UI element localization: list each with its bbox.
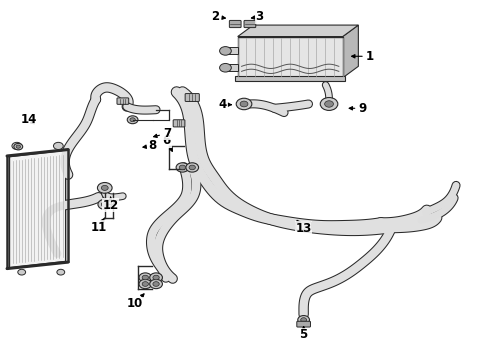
Circle shape: [153, 282, 159, 286]
Polygon shape: [225, 47, 238, 54]
Circle shape: [325, 101, 333, 107]
Text: 11: 11: [90, 218, 106, 234]
Circle shape: [301, 318, 307, 322]
Text: 10: 10: [127, 294, 144, 310]
Circle shape: [153, 275, 159, 280]
FancyBboxPatch shape: [185, 94, 199, 102]
Text: 8: 8: [143, 139, 156, 152]
Polygon shape: [235, 76, 345, 81]
Circle shape: [130, 118, 135, 122]
Polygon shape: [343, 25, 358, 78]
Polygon shape: [225, 64, 238, 71]
Circle shape: [139, 273, 152, 282]
FancyBboxPatch shape: [117, 98, 129, 104]
Text: 1: 1: [352, 50, 374, 63]
Circle shape: [57, 269, 65, 275]
Circle shape: [150, 273, 162, 282]
Circle shape: [320, 98, 338, 111]
Circle shape: [236, 98, 252, 110]
Text: 14: 14: [21, 113, 37, 126]
Circle shape: [179, 165, 186, 170]
Circle shape: [101, 202, 108, 207]
Text: 2: 2: [212, 10, 225, 23]
Circle shape: [142, 275, 148, 280]
Polygon shape: [9, 150, 66, 268]
Circle shape: [139, 279, 152, 289]
Circle shape: [18, 269, 25, 275]
Circle shape: [176, 163, 189, 172]
Circle shape: [53, 142, 63, 149]
Text: 3: 3: [251, 10, 264, 23]
Circle shape: [16, 145, 21, 148]
Text: 6: 6: [163, 134, 172, 151]
FancyBboxPatch shape: [173, 120, 185, 127]
FancyBboxPatch shape: [229, 21, 241, 28]
Circle shape: [240, 101, 248, 107]
FancyBboxPatch shape: [296, 222, 312, 230]
Text: 9: 9: [349, 102, 367, 115]
Circle shape: [127, 116, 138, 124]
Circle shape: [150, 279, 162, 289]
Circle shape: [220, 63, 231, 72]
Polygon shape: [238, 25, 358, 37]
Circle shape: [14, 143, 23, 150]
FancyBboxPatch shape: [297, 321, 311, 327]
Circle shape: [12, 142, 22, 149]
Text: 5: 5: [299, 327, 308, 341]
Circle shape: [189, 165, 196, 170]
Polygon shape: [238, 37, 343, 78]
Text: 4: 4: [219, 98, 231, 111]
Text: 7: 7: [154, 127, 171, 140]
Circle shape: [298, 316, 310, 324]
Circle shape: [220, 46, 231, 55]
FancyBboxPatch shape: [244, 21, 256, 28]
Circle shape: [98, 183, 112, 193]
Circle shape: [142, 282, 148, 286]
Text: 13: 13: [295, 220, 312, 235]
Circle shape: [101, 185, 108, 190]
Text: 12: 12: [102, 197, 119, 212]
Circle shape: [98, 199, 112, 210]
Circle shape: [186, 163, 198, 172]
